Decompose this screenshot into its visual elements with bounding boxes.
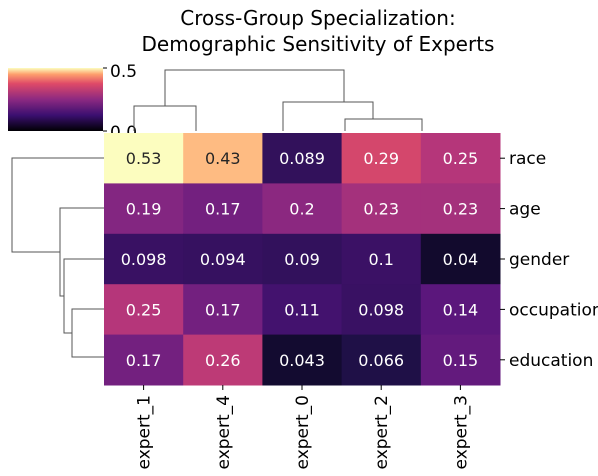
- heatmap-cell-education-expert_2: [341, 334, 422, 386]
- column-tick-label-expert_1: expert_1: [135, 395, 155, 469]
- column-tick-label-expert_4: expert_4: [214, 395, 234, 469]
- heatmap-cell-occupation-expert_4: [183, 284, 263, 336]
- heatmap-cell-education-expert_4: [183, 334, 263, 386]
- column-tick-labels: expert_1 expert_4 expert_0 expert_2 expert_3: [135, 385, 471, 469]
- heatmap-cell-race-expert_0: [262, 133, 343, 184]
- heatmap-cell-label-occupation-expert_2: 0.098: [358, 300, 404, 319]
- heatmap-cell-age-expert_0: [262, 183, 343, 235]
- column-tick-label-expert_3: expert_3: [451, 395, 471, 469]
- heatmap-cell-label-occupation-expert_3: 0.14: [443, 300, 479, 319]
- heatmap-cell-occupation-expert_0: [262, 284, 343, 336]
- colorbar-tick-label-max: 0.5: [110, 62, 137, 82]
- chart-title-line-2: Demographic Sensitivity of Experts: [142, 32, 495, 56]
- heatmap-cell-age-expert_2: [341, 183, 422, 235]
- heatmap-cell-label-race-expert_3: 0.25: [443, 149, 479, 168]
- heatmap-cell-label-age-expert_1: 0.19: [126, 200, 162, 219]
- heatmap-cell-label-gender-expert_4: 0.094: [200, 250, 246, 269]
- heatmap-cell-occupation-expert_1: [104, 284, 184, 336]
- row-tick-label-education: education: [509, 351, 593, 371]
- heatmap-cell-label-occupation-expert_1: 0.25: [126, 300, 162, 319]
- heatmap-cell-age-expert_3: [420, 183, 501, 235]
- heatmap-cell-label-gender-expert_0: 0.09: [284, 250, 320, 269]
- heatmap-cell-label-age-expert_0: 0.2: [289, 200, 314, 219]
- chart-title-line-1: Cross-Group Specialization:: [180, 6, 455, 30]
- heatmap-cell-gender-expert_2: [341, 233, 422, 285]
- heatmap-cell-gender-expert_0: [262, 233, 343, 285]
- heatmap-cell-label-education-expert_2: 0.066: [358, 351, 404, 370]
- heatmap-cell-race-expert_4: [183, 133, 263, 184]
- heatmap-cell-gender-expert_3: [420, 233, 501, 285]
- heatmap-cell-label-education-expert_4: 0.26: [205, 351, 241, 370]
- col-dendro-link-3: [282, 101, 374, 131]
- heatmap-cell-label-education-expert_1: 0.17: [126, 351, 162, 370]
- heatmap-cell-label-education-expert_0: 0.043: [279, 351, 325, 370]
- heatmap-cell-label-gender-expert_3: 0.04: [443, 250, 479, 269]
- heatmap-cell-age-expert_4: [183, 183, 263, 235]
- row-dendrogram: [11, 157, 104, 358]
- heatmap-cell-label-race-expert_2: 0.29: [363, 149, 399, 168]
- heatmap-cell-race-expert_2: [341, 133, 422, 184]
- colorbar-gradient: [8, 68, 103, 131]
- heatmap-cell-race-expert_1: [104, 133, 184, 184]
- heatmap-cells: [104, 133, 501, 386]
- col-dendro-link-4: [164, 69, 345, 106]
- heatmap-cell-label-race-expert_1: 0.53: [126, 149, 162, 168]
- row-dendro-link-4: [11, 157, 104, 253]
- row-tick-labels: race age gender occupation education: [500, 149, 598, 371]
- heatmap-cell-label-age-expert_4: 0.17: [205, 200, 241, 219]
- heatmap-cell-occupation-expert_3: [420, 284, 501, 336]
- heatmap-cell-label-race-expert_4: 0.43: [205, 149, 241, 168]
- heatmap-cell-label-occupation-expert_4: 0.17: [205, 300, 241, 319]
- row-dendro-link-1: [71, 308, 104, 358]
- column-tick-label-expert_2: expert_2: [372, 395, 392, 469]
- column-tick-label-expert_0: expert_0: [293, 395, 313, 469]
- column-dendrogram: [133, 69, 423, 131]
- heatmap-cell-label-gender-expert_1: 0.098: [121, 250, 167, 269]
- col-dendro-link-2: [344, 118, 423, 131]
- row-tick-label-race: race: [509, 149, 546, 169]
- heatmap-cell-occupation-expert_2: [341, 284, 422, 336]
- row-tick-label-occupation: occupation: [509, 300, 598, 320]
- heatmap-cell-label-age-expert_3: 0.23: [443, 200, 479, 219]
- row-tick-label-gender: gender: [509, 250, 569, 270]
- heatmap-cell-education-expert_0: [262, 334, 343, 386]
- row-tick-label-age: age: [509, 200, 541, 220]
- heatmap-cell-labels: 0.53 0.43 0.089 0.29 0.25 0.19 0.17 0.2 0.23 0.23…: [121, 149, 479, 370]
- heatmap-cell-gender-expert_1: [104, 233, 184, 285]
- row-dendro-link-3: [59, 207, 104, 297]
- heatmap-cell-race-expert_3: [420, 133, 501, 184]
- heatmap-cell-label-race-expert_0: 0.089: [279, 149, 325, 168]
- heatmap-cell-education-expert_3: [420, 334, 501, 386]
- heatmap-cell-label-gender-expert_2: 0.1: [368, 250, 393, 269]
- col-dendro-link-1: [133, 105, 197, 131]
- row-dendro-link-2: [63, 258, 104, 334]
- heatmap-cell-education-expert_1: [104, 334, 184, 386]
- heatmap-cell-age-expert_1: [104, 183, 184, 235]
- colorbar: 0.5 0.0: [8, 62, 137, 143]
- heatmap-cell-gender-expert_4: [183, 233, 263, 285]
- heatmap-cell-label-education-expert_3: 0.15: [443, 351, 479, 370]
- heatmap-cell-label-age-expert_2: 0.23: [363, 200, 399, 219]
- heatmap-cell-label-occupation-expert_0: 0.11: [284, 300, 320, 319]
